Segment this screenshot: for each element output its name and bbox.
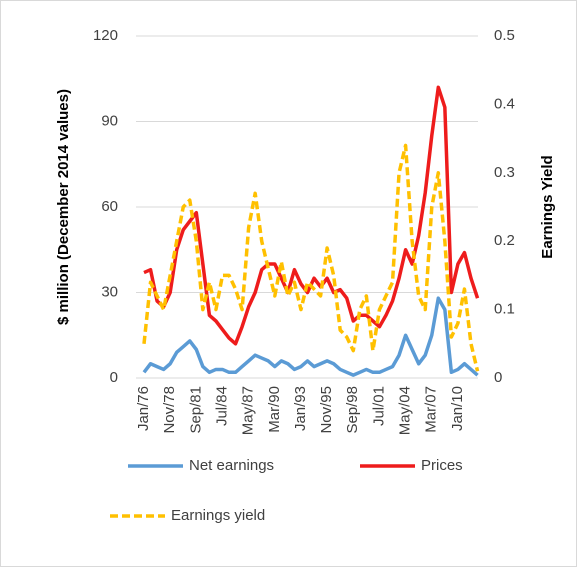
y-tick-label: 120 bbox=[93, 27, 118, 44]
x-tick-label: Jan/76 bbox=[135, 386, 152, 431]
legend-label: Earnings yield bbox=[171, 507, 265, 524]
x-tick-label: Jan/93 bbox=[292, 386, 309, 431]
series-line bbox=[142, 296, 479, 377]
legend-label: Prices bbox=[421, 457, 463, 474]
x-tick-label: May/04 bbox=[397, 386, 414, 435]
y-tick-label: 90 bbox=[101, 112, 118, 129]
y2-tick-label: 0.2 bbox=[494, 232, 515, 249]
x-tick-label: Mar/90 bbox=[266, 386, 283, 433]
y2-tick-label: 0.1 bbox=[494, 301, 515, 318]
x-tick-label: Jan/10 bbox=[449, 386, 466, 431]
x-tick-label: Nov/95 bbox=[318, 386, 335, 434]
y2-tick-label: 0.5 bbox=[494, 27, 515, 44]
y2-tick-label: 0.3 bbox=[494, 164, 515, 181]
y-tick-label: 60 bbox=[101, 198, 118, 215]
y-axis-title: $ million (December 2014 values) bbox=[55, 89, 72, 325]
legend-label: Net earnings bbox=[189, 457, 274, 474]
y-tick-label: 30 bbox=[101, 283, 118, 300]
x-tick-label: Jul/84 bbox=[213, 386, 230, 426]
x-tick-label: Sep/81 bbox=[187, 386, 204, 434]
y2-axis-title: Earnings Yield bbox=[539, 155, 556, 258]
chart-frame bbox=[0, 0, 577, 567]
y2-tick-label: 0 bbox=[494, 369, 502, 386]
x-tick-label: Nov/78 bbox=[161, 386, 178, 434]
series-line bbox=[142, 143, 480, 372]
x-tick-label: Jul/01 bbox=[370, 386, 387, 426]
y-tick-label: 0 bbox=[110, 369, 118, 386]
x-tick-label: Mar/07 bbox=[423, 386, 440, 433]
x-tick-label: Sep/98 bbox=[344, 386, 361, 434]
x-tick-label: May/87 bbox=[240, 386, 257, 435]
y2-tick-label: 0.4 bbox=[494, 95, 515, 112]
